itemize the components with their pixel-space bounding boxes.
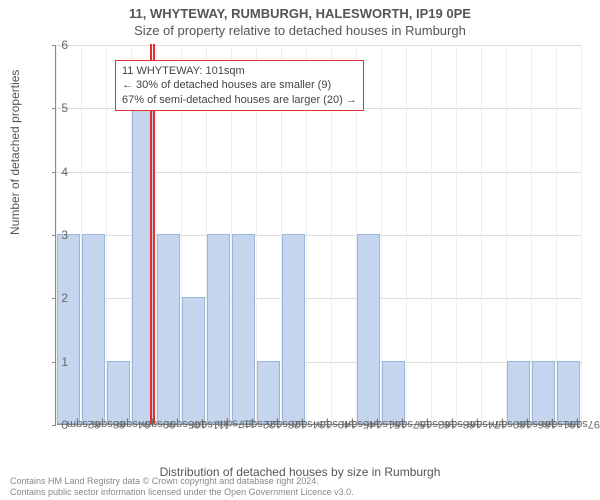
y-axis-label: Number of detached properties	[8, 70, 22, 235]
info-box-line2: ← 30% of detached houses are smaller (9)	[122, 78, 357, 92]
bar	[107, 361, 130, 424]
ytick-label: 1	[48, 355, 68, 369]
bar	[207, 234, 230, 424]
footer-attribution: Contains HM Land Registry data © Crown c…	[10, 476, 354, 498]
ytick-label: 5	[48, 101, 68, 115]
footer-line1: Contains HM Land Registry data © Crown c…	[10, 476, 354, 487]
gridline-v	[406, 45, 407, 425]
ytick-label: 0	[48, 418, 68, 432]
gridline-v	[456, 45, 457, 425]
bar	[557, 361, 580, 424]
info-box-line3: 67% of semi-detached houses are larger (…	[122, 93, 357, 107]
chart-container: 11, WHYTEWAY, RUMBURGH, HALESWORTH, IP19…	[0, 0, 600, 500]
ytick-label: 4	[48, 165, 68, 179]
bar	[232, 234, 255, 424]
gridline-v	[481, 45, 482, 425]
ytick-label: 6	[48, 38, 68, 52]
bar	[357, 234, 380, 424]
ytick-label: 2	[48, 291, 68, 305]
chart-area: 11 WHYTEWAY: 101sqm ← 30% of detached ho…	[55, 45, 580, 425]
bar	[382, 361, 405, 424]
footer-line2: Contains public sector information licen…	[10, 487, 354, 498]
gridline-v	[581, 45, 582, 425]
bar	[57, 234, 80, 424]
info-box-line1: 11 WHYTEWAY: 101sqm	[122, 64, 357, 78]
bar	[532, 361, 555, 424]
bar	[82, 234, 105, 424]
bar	[257, 361, 280, 424]
bar	[157, 234, 180, 424]
gridline-v	[431, 45, 432, 425]
chart-title-line2: Size of property relative to detached ho…	[0, 21, 600, 38]
bar	[282, 234, 305, 424]
bar	[182, 297, 205, 424]
gridline-h	[56, 45, 581, 46]
info-box: 11 WHYTEWAY: 101sqm ← 30% of detached ho…	[115, 60, 364, 111]
chart-title-line1: 11, WHYTEWAY, RUMBURGH, HALESWORTH, IP19…	[0, 0, 600, 21]
ytick-label: 3	[48, 228, 68, 242]
bar	[507, 361, 530, 424]
